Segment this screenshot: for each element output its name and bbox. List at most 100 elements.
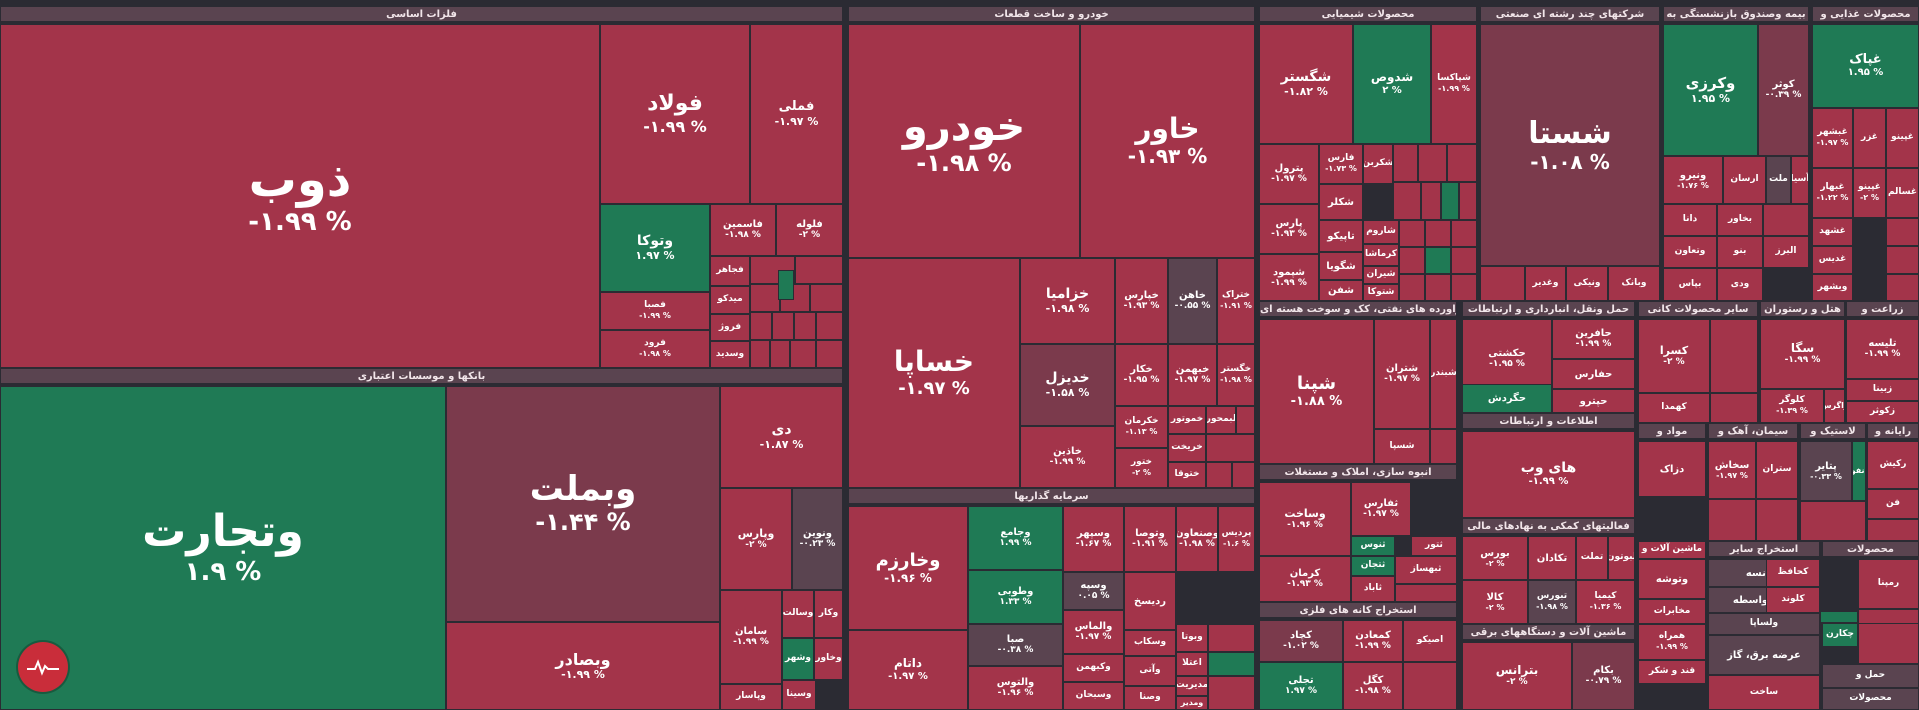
sector-header[interactable]: رایانه و [1867,423,1919,439]
stock-cell[interactable]: غزر [1853,108,1886,168]
stock-cell[interactable]: کیمیا -۱.۳۶ % [1576,580,1635,624]
stock-cell[interactable]: شاروم [1363,220,1399,244]
stock-cell[interactable]: ستران [1756,441,1798,499]
sector-header[interactable]: اطلاعات و ارتباطات [1462,413,1635,429]
stock-cell[interactable]: وکار [814,590,843,638]
sector-header[interactable]: بیمه وصندوق بازنشستگی به [1663,6,1809,22]
stock-cell[interactable]: وپاسار [720,684,782,710]
stock-cell[interactable]: وطوبی ۱.۳۳ % [968,570,1063,624]
sector-header[interactable]: مواد و [1638,423,1706,439]
sector-header[interactable]: سرمایه گذاریها [848,488,1255,504]
stock-cell[interactable]: کرماشا [1363,244,1399,266]
stock-cell[interactable]: شکلر [1319,184,1363,220]
stock-tile[interactable] [1208,652,1255,676]
stock-cell[interactable]: حفارس [1552,359,1635,389]
stock-cell[interactable]: وجامع ۱.۹۹ % [968,506,1063,570]
stock-cell[interactable]: سگا -۱.۹۹ % [1760,319,1845,389]
stock-tile[interactable] [1459,182,1477,220]
stock-cell[interactable]: فجاهر [710,256,750,286]
stock-tile[interactable] [1403,662,1457,710]
stock-cell[interactable]: بنو [1717,236,1763,268]
stock-cell[interactable]: غپینو -۲ % [1853,168,1886,218]
stock-cell[interactable]: وسدید [710,341,750,368]
stock-tile[interactable] [1858,623,1919,664]
stock-cell[interactable]: ولساپا [1708,613,1820,635]
stock-tile[interactable] [1756,499,1798,541]
stock-cell[interactable]: وبصادر -۱.۹۹ % [446,622,720,710]
stock-tile[interactable] [816,312,843,340]
stock-tile[interactable] [750,284,780,312]
stock-cell[interactable]: وساخت -۱.۹۶ % [1259,482,1351,556]
stock-tile[interactable] [1441,182,1459,220]
stock-cell[interactable]: وتوشه [1638,559,1706,599]
stock-cell[interactable]: صبا -۰.۳۸ % [968,624,1063,666]
stock-cell[interactable]: ثتجان [1351,556,1395,576]
stock-cell[interactable]: آسیا [1791,156,1809,204]
stock-cell[interactable]: غشهد [1812,218,1853,246]
stock-cell[interactable]: کچاد -۱.۰۲ % [1259,620,1343,662]
stock-cell[interactable]: شپنا -۱.۸۸ % [1259,319,1374,464]
stock-cell[interactable]: وتوکا ۱.۹۷ % [600,204,710,292]
stock-cell[interactable]: خموتور [1168,406,1206,434]
stock-cell[interactable]: وخارزم -۱.۹۶ % [848,506,968,630]
stock-tile[interactable] [1708,499,1756,541]
stock-cell[interactable]: ختوقا [1168,462,1206,488]
stock-cell[interactable]: بورس -۲ % [1462,536,1528,580]
stock-cell[interactable]: خریخت [1168,434,1206,462]
stock-cell[interactable]: ذوب -۱.۹۹ % [0,24,600,368]
stock-cell[interactable]: تملت [1576,536,1608,580]
stock-cell[interactable]: خاور -۱.۹۳ % [1080,24,1255,258]
stock-cell[interactable]: ودی [1717,268,1763,301]
stock-cell[interactable]: وپارس -۲ % [720,488,792,590]
stock-cell[interactable]: ثبهساز [1395,556,1457,584]
stock-tile[interactable] [1425,274,1451,301]
stock-cell[interactable]: فولاد -۱.۹۹ % [600,24,750,204]
stock-cell[interactable]: سامان -۱.۹۹ % [720,590,782,684]
stock-cell[interactable]: عرضه برق، گاز [1708,635,1820,675]
stock-cell[interactable]: تجلی ۱.۹۷ % [1259,662,1343,710]
stock-cell[interactable]: وسپه ۰.۰۵ % [1063,572,1124,610]
stock-cell[interactable]: دزاک [1638,441,1706,497]
stock-cell[interactable]: وسکاب [1124,630,1176,656]
stock-cell[interactable]: پترول -۱.۹۷ % [1259,144,1319,204]
stock-tile[interactable] [1425,247,1451,274]
stock-cell[interactable]: دانا [1663,204,1717,236]
stock-cell[interactable]: پردیس -۱.۶ % [1218,506,1255,572]
stock-cell[interactable]: حگردش [1462,384,1552,413]
stock-cell[interactable]: وسبحان [1063,682,1124,710]
stock-cell[interactable]: شکربن [1363,144,1393,184]
stock-cell[interactable]: شیران [1363,266,1399,284]
stock-cell[interactable]: وبانک [1608,266,1660,301]
stock-cell[interactable]: کحافظ [1766,559,1820,587]
stock-cell[interactable]: وآتی [1124,656,1176,686]
stock-cell[interactable]: والتوس -۱.۹۶ % [968,666,1063,710]
stock-cell[interactable]: ارسان [1723,156,1766,204]
stock-tile[interactable] [1399,220,1425,247]
stock-cell[interactable]: وخاور [814,638,843,680]
stock-cell[interactable]: ثفارس -۱.۹۷ % [1351,482,1411,536]
stock-cell[interactable]: های وب -۱.۹۹ % [1462,431,1635,518]
stock-tile[interactable] [750,340,770,368]
stock-tile[interactable] [778,270,794,300]
stock-cell[interactable]: ردیسخ [1124,572,1176,630]
stock-tile[interactable] [1451,274,1477,301]
stock-cell[interactable]: شتوکا [1363,284,1399,301]
stock-cell[interactable]: وبملت -۱.۴۴ % [446,386,720,622]
stock-cell[interactable]: پتایر -۰.۳۳ % [1800,441,1852,501]
stock-cell[interactable]: وکرزی ۱.۹۵ % [1663,24,1758,156]
stock-cell[interactable]: خدیزل -۱.۵۸ % [1020,344,1115,426]
stock-tile[interactable] [1800,501,1866,541]
stock-tile[interactable] [772,312,794,340]
stock-cell[interactable]: لبوتون [1608,536,1635,580]
stock-cell[interactable]: دی -۱.۸۷ % [720,386,843,488]
stock-cell[interactable]: وبشهر [1812,274,1853,301]
stock-cell[interactable]: کلوگر -۱.۳۹ % [1760,389,1824,423]
stock-cell[interactable]: شسپا [1374,429,1430,464]
sector-header[interactable]: بانکها و موسسات اعتباری [0,368,843,384]
stock-cell[interactable]: بترانس -۲ % [1462,642,1572,710]
stock-cell[interactable]: خگستر -۱.۹۸ % [1217,344,1255,406]
stock-cell[interactable]: قند و شکر [1638,660,1706,684]
stock-tile[interactable] [1886,218,1919,246]
sector-header[interactable]: ماشین آلات و دستگاههای برقی [1462,624,1635,640]
stock-cell[interactable]: وتوصا -۱.۹۱ % [1124,506,1176,572]
